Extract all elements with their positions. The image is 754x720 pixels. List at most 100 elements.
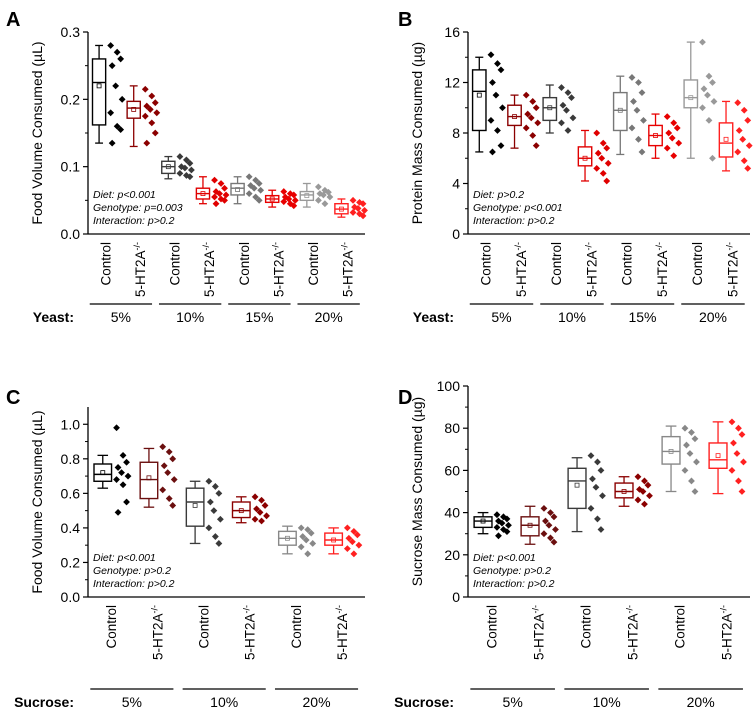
- y-tick-label: 0.2: [61, 91, 81, 107]
- data-point: [348, 538, 356, 546]
- data-point: [594, 515, 601, 523]
- y-tick-label: 4: [452, 176, 460, 192]
- data-point: [734, 148, 742, 156]
- category-label: 5-HT2A-/-: [724, 242, 740, 297]
- data-point: [188, 166, 195, 174]
- data-point: [691, 435, 699, 443]
- category-label: Control: [549, 242, 564, 286]
- data-point: [112, 82, 120, 90]
- category-label: 5-HT2A-/-: [654, 242, 670, 297]
- data-point: [290, 191, 298, 199]
- y-tick-label: 20: [444, 547, 460, 563]
- data-point: [252, 176, 260, 184]
- y-tick-label: 0.8: [61, 451, 81, 467]
- category-label: Control: [690, 242, 705, 286]
- superscript: -/-: [270, 242, 280, 251]
- category-label: Control: [98, 242, 113, 286]
- y-axis-label: Food Volume Consumed (µL): [29, 410, 45, 593]
- data-point: [563, 106, 570, 114]
- data-point: [739, 135, 747, 143]
- data-point: [297, 524, 305, 532]
- group-label: 10%: [558, 309, 586, 325]
- data-point: [108, 139, 116, 147]
- data-point: [212, 200, 220, 208]
- data-point: [211, 193, 218, 201]
- y-tick-label: 0.3: [61, 24, 81, 40]
- data-point: [745, 142, 753, 150]
- data-point: [522, 124, 530, 132]
- data-point: [670, 119, 678, 127]
- box: [683, 79, 699, 109]
- data-point: [286, 200, 294, 208]
- data-point: [108, 62, 116, 70]
- data-point: [320, 191, 327, 199]
- data-point: [709, 79, 716, 86]
- data-point: [740, 458, 747, 466]
- data-point: [255, 196, 263, 204]
- data-point: [497, 142, 505, 150]
- data-point: [634, 496, 642, 504]
- category-label: 5-HT2A-/-: [270, 242, 286, 297]
- group-label: 10%: [593, 694, 621, 710]
- data-point: [351, 203, 358, 211]
- data-point: [638, 89, 646, 96]
- group-label: 20%: [699, 309, 727, 325]
- mean-marker: [476, 92, 482, 98]
- data-point: [559, 101, 567, 109]
- data-point: [252, 193, 260, 201]
- y-tick-label: 8: [452, 125, 460, 141]
- data-point: [113, 424, 120, 432]
- data-point: [216, 190, 223, 197]
- y-tick-label: 80: [444, 420, 460, 436]
- panel-a: A 0.0 0.1 0.2 0.3 Food Volume Consumed (µL) Di…: [6, 9, 368, 325]
- box: [661, 435, 681, 465]
- data-point: [734, 99, 742, 107]
- data-point: [251, 515, 259, 523]
- data-point: [710, 98, 718, 105]
- data-point: [146, 106, 154, 113]
- stats-line: Diet: p<0.001: [93, 552, 156, 564]
- box: [126, 100, 141, 119]
- data-point: [569, 114, 577, 122]
- data-point: [211, 483, 219, 490]
- data-point: [494, 60, 501, 67]
- mean-marker: [285, 535, 290, 541]
- data-point: [361, 207, 368, 214]
- data-point: [297, 543, 305, 551]
- panel-b: B 0 4 8 12 16 Protein Mass Consumed (µg) Diet: …: [398, 9, 753, 325]
- data-point: [630, 98, 637, 105]
- mean-marker: [668, 449, 674, 454]
- mean-marker: [527, 522, 533, 528]
- box: [471, 69, 487, 132]
- box-plot: [91, 42, 126, 147]
- data-point: [258, 517, 265, 525]
- stats-line: Interaction: p>0.2: [473, 215, 555, 227]
- data-point: [663, 144, 671, 152]
- data-point: [594, 149, 602, 157]
- data-point: [634, 473, 642, 481]
- data-point: [186, 173, 194, 181]
- data-point: [250, 184, 258, 192]
- data-point: [245, 190, 253, 197]
- data-point: [119, 481, 127, 489]
- data-point: [735, 424, 742, 432]
- data-point: [498, 519, 506, 527]
- y-tick-label: 0.4: [61, 520, 81, 536]
- data-point: [217, 180, 225, 187]
- mean-marker: [723, 136, 729, 142]
- data-point: [165, 495, 173, 502]
- data-point: [532, 104, 540, 112]
- data-point: [117, 126, 125, 134]
- data-point: [349, 196, 357, 204]
- data-point: [587, 504, 595, 512]
- box-plot: [542, 84, 577, 134]
- y-tick-label: 0: [452, 226, 460, 242]
- data-point: [593, 129, 601, 137]
- box: [93, 463, 113, 482]
- data-point: [356, 198, 363, 206]
- data-point: [487, 116, 495, 124]
- box: [231, 501, 251, 519]
- data-point: [350, 527, 358, 535]
- y-tick-label: 0.2: [61, 554, 81, 570]
- mean-marker: [653, 133, 658, 138]
